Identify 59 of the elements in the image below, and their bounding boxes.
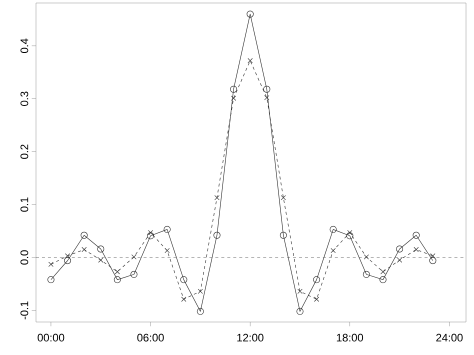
point bbox=[180, 276, 188, 284]
point bbox=[429, 257, 436, 264]
point bbox=[379, 276, 386, 284]
point bbox=[314, 296, 320, 302]
point bbox=[364, 254, 369, 260]
x-tick-label: 06:00 bbox=[137, 334, 164, 342]
point bbox=[397, 258, 402, 263]
point bbox=[80, 232, 88, 239]
point bbox=[214, 195, 220, 200]
point bbox=[231, 96, 236, 101]
point bbox=[130, 270, 138, 278]
x-tick-label: 24:00 bbox=[436, 334, 463, 342]
y-tick-label: 0.3 bbox=[20, 92, 28, 106]
point bbox=[48, 262, 54, 267]
point bbox=[98, 258, 104, 263]
point bbox=[181, 296, 186, 302]
x-tick-label: 00:00 bbox=[38, 334, 64, 342]
point bbox=[362, 270, 370, 278]
point bbox=[147, 232, 154, 240]
x-tick-label: 12:00 bbox=[237, 334, 264, 342]
point bbox=[248, 58, 253, 64]
point bbox=[64, 253, 70, 258]
point bbox=[64, 257, 72, 264]
point bbox=[246, 10, 254, 18]
point bbox=[330, 248, 336, 254]
y-tick-label: 0.1 bbox=[20, 197, 28, 212]
point bbox=[164, 248, 170, 254]
point bbox=[330, 226, 337, 233]
point bbox=[380, 269, 386, 274]
point bbox=[196, 308, 204, 315]
point bbox=[230, 86, 238, 93]
point bbox=[264, 95, 270, 100]
point bbox=[430, 253, 436, 258]
y-tick-label: 0.4 bbox=[20, 38, 28, 54]
x-tick-label: 18:00 bbox=[336, 334, 364, 342]
point bbox=[82, 246, 87, 252]
point bbox=[296, 308, 304, 315]
point bbox=[414, 246, 419, 252]
point bbox=[396, 245, 404, 252]
point bbox=[313, 276, 320, 284]
point bbox=[198, 288, 203, 294]
point bbox=[97, 245, 104, 252]
point bbox=[164, 226, 171, 233]
point bbox=[148, 230, 154, 236]
point bbox=[263, 86, 270, 93]
point bbox=[114, 269, 120, 274]
point bbox=[114, 276, 121, 284]
point bbox=[412, 232, 420, 239]
y-tick-label: -0.1 bbox=[20, 301, 28, 320]
point bbox=[47, 276, 54, 284]
point bbox=[213, 232, 220, 239]
point bbox=[280, 232, 287, 239]
point bbox=[347, 230, 352, 236]
point bbox=[346, 232, 354, 240]
point bbox=[297, 288, 303, 294]
point bbox=[280, 195, 286, 200]
y-tick-label: 0.0 bbox=[20, 250, 28, 265]
y-tick-label: 0.2 bbox=[20, 144, 28, 159]
point bbox=[131, 254, 137, 260]
